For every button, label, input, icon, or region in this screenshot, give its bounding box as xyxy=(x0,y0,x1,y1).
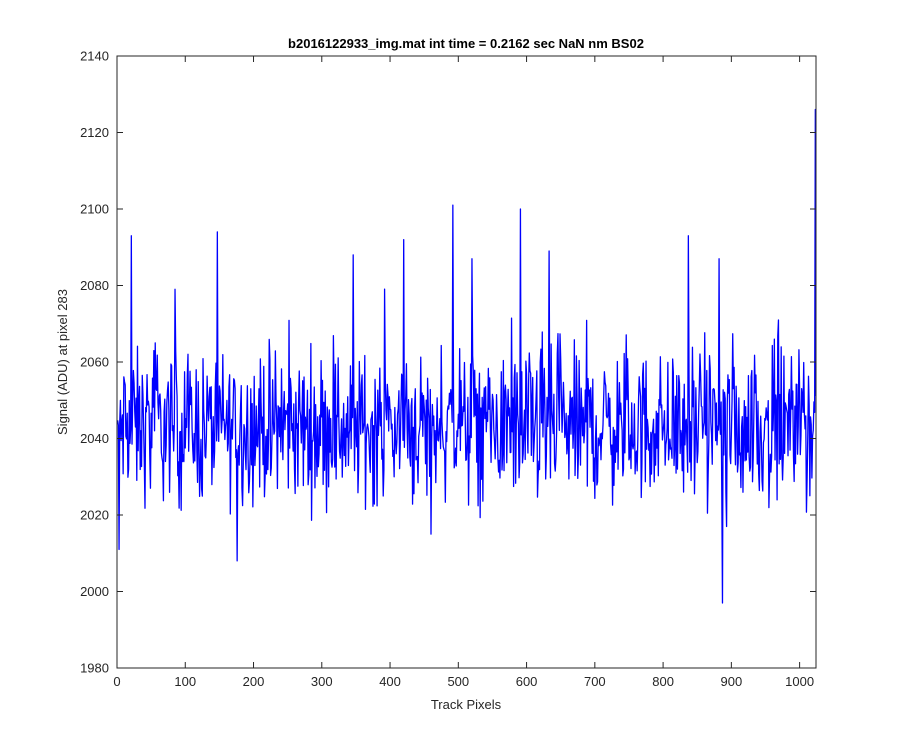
x-tick-label: 200 xyxy=(243,674,265,689)
y-tick-label: 2060 xyxy=(80,355,109,370)
x-tick-label: 800 xyxy=(652,674,674,689)
x-tick-label: 500 xyxy=(447,674,469,689)
y-tick-label: 2120 xyxy=(80,125,109,140)
y-tick-label: 2020 xyxy=(80,508,109,523)
x-tick-label: 1000 xyxy=(785,674,814,689)
x-tick-label: 100 xyxy=(174,674,196,689)
x-tick-label: 600 xyxy=(516,674,538,689)
y-tick-label: 2140 xyxy=(80,49,109,64)
x-axis: 0 100 200 300 400 500 600 700 800 900 1000 xyxy=(113,56,814,689)
y-tick-label: 2040 xyxy=(80,431,109,446)
x-axis-label: Track Pixels xyxy=(431,697,502,712)
y-tick-label: 1980 xyxy=(80,661,109,676)
y-tick-label: 2100 xyxy=(80,202,109,217)
x-tick-label: 700 xyxy=(584,674,606,689)
x-tick-label: 300 xyxy=(311,674,333,689)
x-tick-label: 400 xyxy=(379,674,401,689)
y-axis: 1980 2000 2020 2040 2060 2080 2100 2120 2140 xyxy=(80,49,816,676)
x-tick-label: 900 xyxy=(721,674,743,689)
y-tick-label: 2000 xyxy=(80,584,109,599)
y-tick-label: 2080 xyxy=(80,278,109,293)
series-line xyxy=(117,108,816,604)
y-axis-label: Signal (ADU) at pixel 283 xyxy=(55,289,70,435)
chart-title: b2016122933_img.mat int time = 0.2162 se… xyxy=(288,36,644,51)
x-tick-label: 0 xyxy=(113,674,120,689)
